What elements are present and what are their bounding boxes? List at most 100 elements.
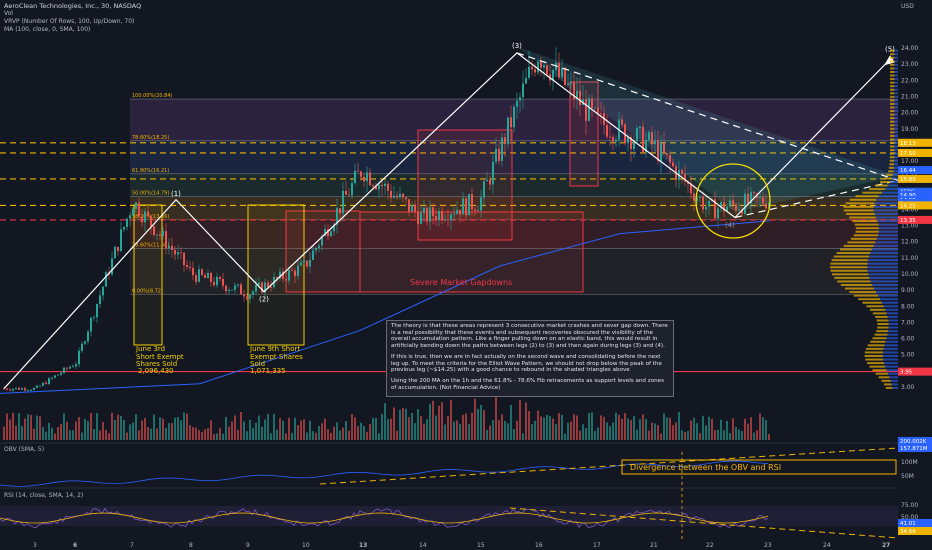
volume-bar <box>669 417 671 440</box>
volume-bar <box>738 429 740 440</box>
volume-bars <box>3 397 770 440</box>
volume-bar <box>315 432 317 440</box>
x-tick: 16 <box>535 542 543 549</box>
candle <box>339 208 341 214</box>
volume-bar <box>111 412 113 440</box>
volume-bar <box>645 419 647 440</box>
profile-bar <box>882 301 898 304</box>
candle <box>114 246 116 259</box>
profile-bar <box>889 163 895 166</box>
rsi-legend: RSI (14, close, SMA, 14, 2) <box>4 492 84 499</box>
candle <box>165 231 167 249</box>
candle <box>372 185 374 187</box>
volume-bar <box>558 413 560 440</box>
volume-bar <box>345 421 347 440</box>
candle <box>180 252 182 253</box>
volume-bar <box>537 410 539 440</box>
candle <box>495 148 497 162</box>
x-tick: 23 <box>764 542 772 549</box>
volume-bar <box>456 420 458 440</box>
candle <box>378 184 380 190</box>
candle <box>516 100 518 107</box>
volume-bar <box>708 416 710 440</box>
candle <box>729 200 731 207</box>
volume-bar <box>765 419 767 440</box>
candle <box>438 210 440 221</box>
candle <box>684 173 686 182</box>
volume-bar <box>597 427 599 440</box>
volume-bar <box>327 429 329 440</box>
june9-annotation: June 9th Short Exempt Shares Sold <box>250 345 303 369</box>
volume-bar <box>453 421 455 440</box>
profile-bar <box>890 379 898 382</box>
note-paragraph-1: The theory is that these areas represent… <box>391 323 668 350</box>
volume-bar <box>354 417 356 440</box>
volume-bar <box>225 416 227 440</box>
volume-bar <box>21 426 23 440</box>
profile-bar <box>869 365 886 368</box>
volume-bar <box>372 417 374 440</box>
candle <box>630 137 632 149</box>
volume-bar <box>63 413 65 440</box>
candle <box>366 172 368 182</box>
profile-bar <box>864 354 883 357</box>
volume-bar <box>534 420 536 440</box>
candle <box>732 200 734 205</box>
volume-bar <box>384 403 386 440</box>
candle <box>696 197 698 201</box>
profile-bar <box>890 102 895 105</box>
candle <box>591 98 593 108</box>
profile-bar <box>858 298 881 301</box>
price-label: 157.871M <box>900 446 928 452</box>
volume-bar <box>447 415 449 440</box>
candle <box>276 277 278 279</box>
candle <box>9 389 11 391</box>
volume-bar <box>297 425 299 440</box>
volume-bar <box>411 412 413 440</box>
volume-bar <box>168 423 170 440</box>
volume-bar <box>642 414 644 440</box>
volume-bar <box>330 432 332 440</box>
profile-bar <box>885 365 898 368</box>
volume-bar <box>609 426 611 440</box>
profile-bar <box>884 362 898 365</box>
candle <box>309 259 311 267</box>
candle <box>138 202 140 217</box>
candle <box>318 245 320 248</box>
candle <box>240 284 242 295</box>
fib-band <box>130 219 898 249</box>
candle <box>267 282 269 288</box>
price-tick: 9.00 <box>901 287 915 294</box>
candle <box>498 148 500 161</box>
candle <box>660 143 662 161</box>
price-label: 16.44 <box>900 168 916 174</box>
volume-bar <box>603 416 605 440</box>
candle <box>588 98 590 121</box>
candle <box>525 77 527 84</box>
wave-label: (2) <box>259 296 269 304</box>
candle <box>42 382 44 386</box>
profile-bar <box>873 244 898 247</box>
volume-bar <box>648 430 650 440</box>
fib-label: 0.00%(8.72) <box>132 289 163 295</box>
profile-bar <box>894 138 898 141</box>
volume-bar <box>234 415 236 440</box>
volume-bar <box>672 425 674 440</box>
gapdown-box <box>417 129 513 241</box>
volume-bar <box>576 415 578 440</box>
candle <box>480 197 482 211</box>
volume-bar <box>420 416 422 440</box>
volume-bar <box>495 397 497 440</box>
profile-bar <box>890 49 895 52</box>
volume-bar <box>747 423 749 440</box>
volume-bar <box>612 422 614 440</box>
candle <box>201 269 203 275</box>
profile-bar <box>889 113 895 116</box>
profile-bar <box>889 138 895 141</box>
volume-bar <box>750 417 752 440</box>
volume-bar <box>375 417 377 440</box>
profile-bar <box>890 106 895 109</box>
volume-bar <box>216 433 218 440</box>
volume-bar <box>90 413 92 440</box>
